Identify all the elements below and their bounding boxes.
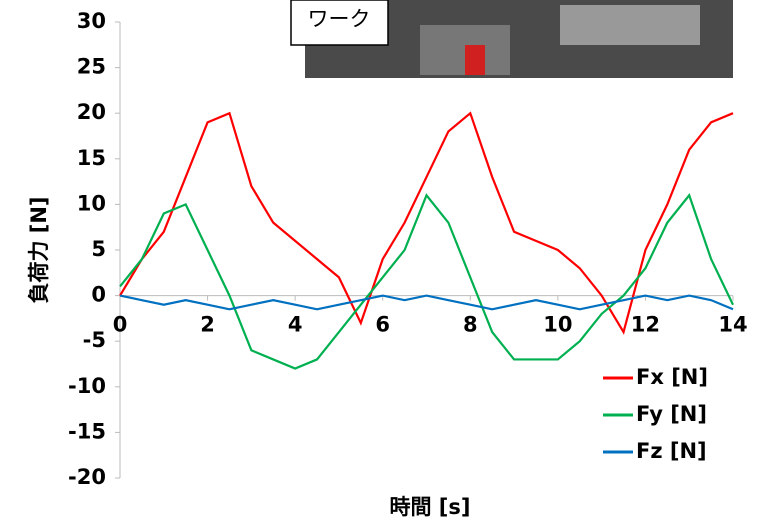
x-tick-label: 14 (718, 313, 747, 337)
y-tick-label: -15 (68, 419, 106, 443)
legend-label: Fx [N] (636, 365, 708, 389)
annotation-box (290, 0, 389, 46)
y-tick-label: 0 (91, 283, 106, 307)
y-tick-label: 30 (77, 9, 106, 33)
series-line (119, 193, 734, 370)
y-tick-label: -5 (83, 328, 106, 352)
y-tick-label: 25 (77, 55, 106, 79)
x-tick-label: 4 (288, 313, 303, 337)
series-line (119, 294, 734, 311)
y-tick-label: 15 (77, 146, 106, 170)
photo-part (465, 45, 485, 75)
x-tick-label: 10 (543, 313, 572, 337)
y-tick-label: -20 (68, 465, 106, 489)
y-tick-label: 10 (77, 191, 106, 215)
y-tick-label: 5 (91, 237, 106, 261)
y-tick-label: -10 (68, 374, 106, 398)
x-tick-label: 12 (631, 313, 660, 337)
series-line (119, 111, 734, 335)
legend-label: Fy [N] (636, 402, 707, 426)
legend-label: Fz [N] (636, 439, 707, 463)
x-tick-label: 8 (463, 313, 478, 337)
annotation: ワーク (308, 7, 371, 31)
x-tick-label: 6 (375, 313, 390, 337)
x-tick-label: 2 (200, 313, 215, 337)
photo-part (560, 5, 700, 45)
x-tick-label: 0 (113, 313, 128, 337)
x-axis-label: 時間 [s] (389, 495, 470, 519)
y-axis-label: 負荷力 [N] (27, 196, 51, 303)
y-tick-label: 20 (77, 100, 106, 124)
